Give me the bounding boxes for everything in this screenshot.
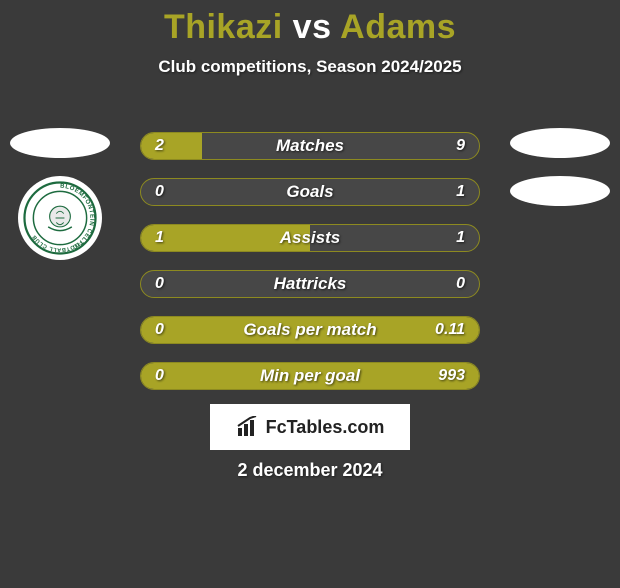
stat-right-value: 1 [456,225,465,251]
right-column [510,128,610,224]
stat-row-min-per-goal: 0 Min per goal 993 [140,362,480,390]
stat-row-hattricks: 0 Hattricks 0 [140,270,480,298]
stat-right-value: 9 [456,133,465,159]
title: Thikazi vs Adams [0,8,620,47]
club-badge-icon: BLOEMFONTEIN CELTIC FOOTBALL CLUB [23,181,97,255]
stat-label: Assists [141,225,479,251]
stat-label: Hattricks [141,271,479,297]
stat-right-value: 993 [438,363,465,389]
player2-club-badge-placeholder [510,176,610,206]
comparison-infographic: Thikazi vs Adams Club competitions, Seas… [0,8,620,588]
left-column: BLOEMFONTEIN CELTIC FOOTBALL CLUB [10,128,110,260]
stat-row-goals-per-match: 0 Goals per match 0.11 [140,316,480,344]
watermark: FcTables.com [210,404,410,450]
player2-name: Adams [340,8,456,46]
stat-right-value: 1 [456,179,465,205]
player1-club-badge: BLOEMFONTEIN CELTIC FOOTBALL CLUB [18,176,102,260]
stat-row-assists: 1 Assists 1 [140,224,480,252]
stat-label: Matches [141,133,479,159]
stat-row-goals: 0 Goals 1 [140,178,480,206]
stat-label: Goals per match [141,317,479,343]
date-text: 2 december 2024 [0,460,620,481]
watermark-text: FcTables.com [266,417,385,438]
player1-portrait-placeholder [10,128,110,158]
stat-right-value: 0 [456,271,465,297]
player1-name: Thikazi [164,8,283,46]
chart-icon [236,416,262,438]
stat-label: Goals [141,179,479,205]
stat-right-value: 0.11 [435,317,465,343]
stat-row-matches: 2 Matches 9 [140,132,480,160]
stat-bars: 2 Matches 9 0 Goals 1 1 Assists 1 0 Hatt… [140,132,480,408]
subtitle: Club competitions, Season 2024/2025 [0,57,620,77]
stat-label: Min per goal [141,363,479,389]
vs-separator: vs [293,8,332,46]
player2-portrait-placeholder [510,128,610,158]
